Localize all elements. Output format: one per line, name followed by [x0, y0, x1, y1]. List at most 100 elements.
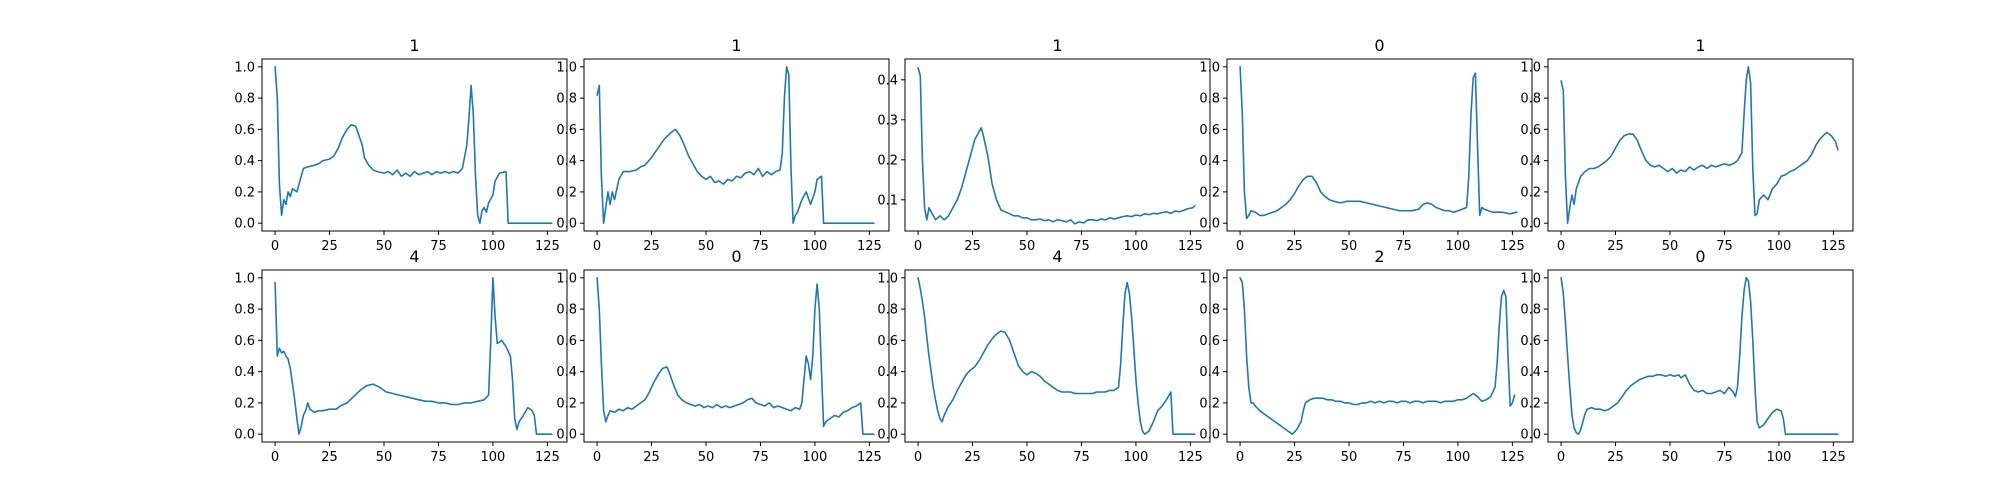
x-tick-label: 25	[643, 239, 660, 254]
x-tick-label: 100	[1124, 239, 1149, 254]
x-tick-label: 50	[1662, 450, 1679, 465]
y-tick-label: 0.4	[1520, 154, 1541, 169]
signal-line	[1239, 66, 1518, 220]
subplot-9: 2 0.0 0.2 0.4 0.6 0.8 1.0 0 25 50 75 100 125	[1199, 247, 1533, 465]
y-tick-label: 0.2	[556, 396, 577, 411]
x-tick-label: 75	[1395, 450, 1412, 465]
x-tick-label: 0	[271, 450, 279, 465]
x-tick-label: 100	[803, 239, 828, 254]
x-tick-label: 100	[1767, 450, 1792, 465]
x-tick-label: 0	[1236, 450, 1244, 465]
subplot-6: 4 0.0 0.2 0.4 0.6 0.8 1.0 0 25 50 75 100 125	[234, 247, 568, 465]
x-tick-label: 0	[1557, 239, 1565, 254]
axes-frame	[904, 269, 1211, 443]
x-tick-label: 0	[914, 239, 922, 254]
x-tick-label: 125	[1821, 450, 1846, 465]
x-tick-label: 75	[1716, 450, 1733, 465]
x-tick-label: 0	[593, 239, 601, 254]
y-tick-label: 0.2	[234, 185, 255, 200]
subplot-7: 0 0.0 0.2 0.4 0.6 0.8 1.0 0 25 50 75 100 125	[556, 247, 890, 465]
x-tick-label: 25	[321, 239, 338, 254]
x-tick-label: 100	[1446, 450, 1471, 465]
y-tick-label: 0.8	[1199, 92, 1220, 107]
y-tick-label: 0.8	[1520, 92, 1541, 107]
y-tick-label: 0.2	[1520, 396, 1541, 411]
y-tick-label: 1.0	[556, 60, 577, 75]
axes-frame	[1547, 58, 1854, 232]
signal-line	[274, 276, 553, 436]
subplot-10: 0 0.0 0.2 0.4 0.6 0.8 1.0 0 25 50 75 100 125	[1520, 247, 1854, 465]
y-tick-label: 0.8	[234, 92, 255, 107]
x-tick-label: 125	[1500, 239, 1525, 254]
y-tick-label: 0.4	[1199, 154, 1220, 169]
subplot-title: 0	[1374, 36, 1384, 55]
y-tick-label: 0.8	[234, 303, 255, 318]
axes-frame	[261, 269, 568, 443]
x-tick-label: 50	[1019, 450, 1036, 465]
subplot-title: 1	[1695, 36, 1705, 55]
x-tick-label: 100	[481, 450, 506, 465]
axes-frame	[1226, 58, 1533, 232]
x-tick-label: 25	[643, 450, 660, 465]
subplot-title: 1	[409, 36, 419, 55]
x-tick-label: 25	[1286, 450, 1303, 465]
y-tick-label: 1.0	[1520, 60, 1541, 75]
subplot-title: 1	[731, 36, 741, 55]
x-tick-label: 75	[1395, 239, 1412, 254]
x-tick-label: 125	[1178, 239, 1203, 254]
x-tick-label: 0	[914, 450, 922, 465]
signal-line	[596, 66, 875, 224]
signal-line	[274, 66, 553, 224]
x-tick-label: 100	[481, 239, 506, 254]
subplot-title: 4	[1052, 247, 1062, 266]
x-tick-label: 75	[1716, 239, 1733, 254]
x-tick-label: 50	[1662, 239, 1679, 254]
x-tick-label: 75	[430, 239, 447, 254]
x-tick-label: 0	[1236, 239, 1244, 254]
x-tick-label: 75	[752, 450, 769, 465]
subplot-title: 2	[1374, 247, 1384, 266]
x-tick-label: 75	[752, 239, 769, 254]
axes-frame	[583, 58, 890, 232]
subplot-title: 4	[409, 247, 419, 266]
x-tick-label: 125	[857, 239, 882, 254]
x-tick-label: 100	[1446, 239, 1471, 254]
y-tick-label: 0.4	[234, 154, 255, 169]
x-tick-label: 25	[1286, 239, 1303, 254]
x-tick-label: 125	[1821, 239, 1846, 254]
y-tick-label: 0.8	[877, 303, 898, 318]
y-tick-label: 0.0	[556, 428, 577, 443]
y-tick-label: 0.0	[1520, 217, 1541, 232]
x-tick-label: 25	[964, 239, 981, 254]
y-tick-label: 1.0	[234, 271, 255, 286]
y-tick-label: 0.0	[556, 217, 577, 232]
subplot-title: 0	[731, 247, 741, 266]
signal-line	[1560, 276, 1839, 436]
subplot-8: 4 0.0 0.2 0.4 0.6 0.8 1.0 0 25 50 75 100 125	[877, 247, 1211, 465]
y-tick-label: 0.0	[877, 428, 898, 443]
axes-frame	[1547, 269, 1854, 443]
x-tick-label: 125	[1500, 450, 1525, 465]
y-tick-label: 1.0	[1520, 271, 1541, 286]
y-tick-label: 1.0	[877, 271, 898, 286]
signal-line	[1560, 66, 1839, 224]
x-tick-label: 25	[1607, 239, 1624, 254]
y-tick-label: 0.0	[234, 428, 255, 443]
y-tick-label: 0.1	[877, 193, 898, 208]
subplot-title: 0	[1695, 247, 1705, 266]
x-tick-label: 25	[1607, 450, 1624, 465]
y-tick-label: 1.0	[234, 60, 255, 75]
x-tick-label: 50	[698, 450, 715, 465]
y-tick-label: 0.0	[234, 217, 255, 232]
y-tick-label: 0.3	[877, 113, 898, 128]
y-tick-label: 0.4	[556, 365, 577, 380]
signal-line	[917, 67, 1196, 225]
x-tick-label: 50	[698, 239, 715, 254]
y-tick-label: 0.0	[1199, 428, 1220, 443]
y-tick-label: 1.0	[556, 271, 577, 286]
y-tick-label: 0.0	[1520, 428, 1541, 443]
x-tick-label: 25	[964, 450, 981, 465]
x-tick-label: 75	[1073, 450, 1090, 465]
y-tick-label: 0.6	[1199, 334, 1220, 349]
